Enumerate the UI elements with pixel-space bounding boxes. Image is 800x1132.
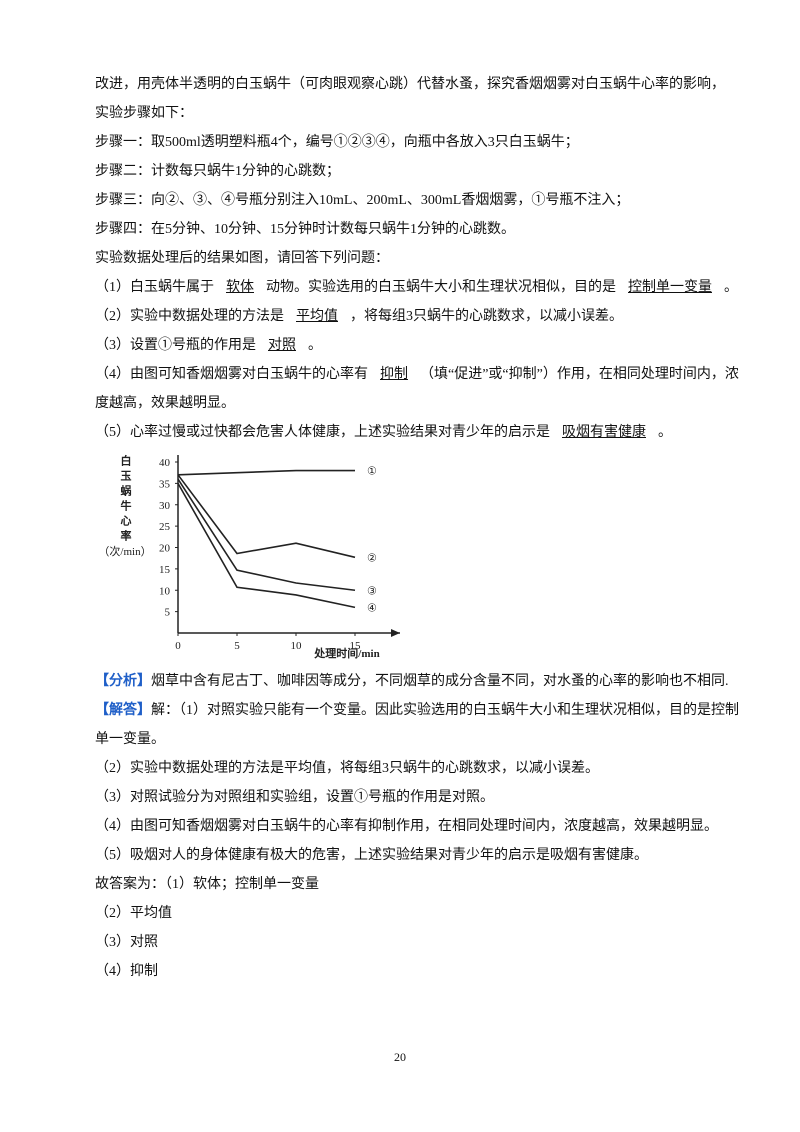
x-tick-label: 0 xyxy=(175,640,181,652)
page-number: 20 xyxy=(394,1050,406,1064)
answer: 抑制 xyxy=(380,367,408,382)
x-axis-label: 处理时间/min xyxy=(313,646,379,660)
question: （1）白玉蜗牛属于 软体 动物。实验选用的白玉蜗牛大小和生理状况相似，目的是 控制单一… xyxy=(95,273,740,302)
analysis: 【分析】烟草中含有尼古丁、咖啡因等成分，不同烟草的成分含量不同，对水蚤的心率的影… xyxy=(95,667,740,696)
series-label: ④ xyxy=(367,602,377,614)
paragraph: 步骤二：计数每只蜗牛1分钟的心跳数； xyxy=(95,164,340,179)
question-text: （填“促进”或“抑制”）作用，在相同处理时间内，浓度越高，效果越明显。 xyxy=(95,367,739,411)
series-label: ② xyxy=(367,552,377,564)
analysis-text: 烟草中含有尼古丁、咖啡因等成分，不同烟草的成分含量不同，对水蚤的心率的影响也不相… xyxy=(151,674,729,689)
series-label: ③ xyxy=(367,585,377,597)
analysis-tag: 【分析】 xyxy=(95,674,151,689)
solution-line: （2）平均值 xyxy=(95,906,172,921)
paragraph: 改进，用壳体半透明的白玉蜗牛（可肉眼观察心跳）代替水蚤，探究香烟烟雾对白玉蜗牛心… xyxy=(95,77,725,92)
series-line xyxy=(177,478,356,592)
answer: 对照 xyxy=(268,338,296,353)
answer: 吸烟有害健康 xyxy=(562,425,646,440)
answer: 平均值 xyxy=(296,309,338,324)
y-tick-label: 5 xyxy=(165,607,171,619)
y-tick-label: 15 xyxy=(159,564,171,576)
paragraph: 步骤三：向②、③、④号瓶分别注入10mL、200mL、300mL香烟烟雾，①号瓶… xyxy=(95,193,630,208)
y-tick-label: 25 xyxy=(159,521,171,533)
y-tick-label: 40 xyxy=(159,457,171,469)
y-tick-label: 30 xyxy=(159,500,171,512)
answer: 控制单一变量 xyxy=(628,280,712,295)
y-tick-label: 35 xyxy=(159,478,171,490)
solution-line: （4）抑制 xyxy=(95,964,158,979)
question-text: （2）实验中数据处理的方法是 xyxy=(95,309,284,324)
x-tick-label: 15 xyxy=(350,640,362,652)
question-text: （4）由图可知香烟烟雾对白玉蜗牛的心率有 xyxy=(95,367,368,382)
paragraph: 实验数据处理后的结果如图，请回答下列问题： xyxy=(95,251,389,266)
paragraph: 步骤一：取500ml透明塑料瓶4个，编号①②③④，向瓶中各放入3只白玉蜗牛； xyxy=(95,135,579,150)
y-tick-label: 10 xyxy=(159,585,171,597)
solution-line: （5）吸烟对人的身体健康有极大的危害，上述实验结果对青少年的启示是吸烟有害健康。 xyxy=(95,848,648,863)
question-text: （5）心率过慢或过快都会危害人体健康，上述实验结果对青少年的启示是 xyxy=(95,425,550,440)
x-tick-label: 10 xyxy=(291,640,303,652)
series-line xyxy=(177,474,356,559)
document: 改进，用壳体半透明的白玉蜗牛（可肉眼观察心跳）代替水蚤，探究香烟烟雾对白玉蜗牛心… xyxy=(95,70,740,986)
paragraph: 实验步骤如下： xyxy=(95,106,193,121)
chart: 5 10 15 20 25 30 35 40 0 5 10 15 白玉蜗牛心率（次/min） 处理时间/m… xyxy=(98,454,400,660)
y-axis-label: 白玉蜗牛心率 xyxy=(119,454,132,545)
paragraph: 步骤四：在5分钟、10分钟、15分钟时计数每只蜗牛1分钟的心跳数。 xyxy=(95,222,515,237)
solution-line: 故答案为：（1）软体；控制单一变量 xyxy=(95,877,319,892)
question: （3）设置①号瓶的作用是 对照。 xyxy=(95,331,740,360)
question: （2）实验中数据处理的方法是 平均值 ，将每组3只蜗牛的心跳数求，以减小误差。 xyxy=(95,302,740,331)
question-text: （3）设置①号瓶的作用是 xyxy=(95,338,256,353)
solution: 【解答】解：（1）对照实验只能有一个变量。因此实验选用的白玉蜗牛大小和生理状况相… xyxy=(95,696,740,754)
answer: 软体 xyxy=(226,280,254,295)
solution-text: 解：（1）对照实验只能有一个变量。因此实验选用的白玉蜗牛大小和生理状况相似，目的… xyxy=(95,703,739,747)
series-label: ① xyxy=(367,466,377,478)
question-text: ，将每组3只蜗牛的心跳数求，以减小误差。 xyxy=(350,309,623,324)
question-text: 。 xyxy=(724,280,738,295)
question: （5）心率过慢或过快都会危害人体健康，上述实验结果对青少年的启示是 吸烟有害健康。 xyxy=(95,418,740,447)
series-line xyxy=(177,482,356,609)
solution-line: （4）由图可知香烟烟雾对白玉蜗牛的心率有抑制作用，在相同处理时间内，浓度越高，效… xyxy=(95,819,718,834)
solution-line: （2）实验中数据处理的方法是平均值，将每组3只蜗牛的心跳数求，以减小误差。 xyxy=(95,761,599,776)
solution-line: （3）对照试验分为对照组和实验组，设置①号瓶的作用是对照。 xyxy=(95,790,494,805)
question-text: （1）白玉蜗牛属于 xyxy=(95,280,214,295)
solution-tag: 【解答】 xyxy=(95,703,151,718)
series-line xyxy=(177,469,355,476)
y-axis-unit: （次/min） xyxy=(98,544,151,558)
question: （4）由图可知香烟烟雾对白玉蜗牛的心率有 抑制 （填“促进”或“抑制”）作用，在相同… xyxy=(95,360,740,418)
question-text: 。 xyxy=(658,425,672,440)
question-text: 动物。实验选用的白玉蜗牛大小和生理状况相似，目的是 xyxy=(266,280,616,295)
x-axis-arrow xyxy=(391,629,400,637)
x-tick-label: 5 xyxy=(234,640,240,652)
y-tick-label: 20 xyxy=(159,543,171,555)
question-text: 。 xyxy=(308,338,322,353)
solution-line: （3）对照 xyxy=(95,935,158,950)
